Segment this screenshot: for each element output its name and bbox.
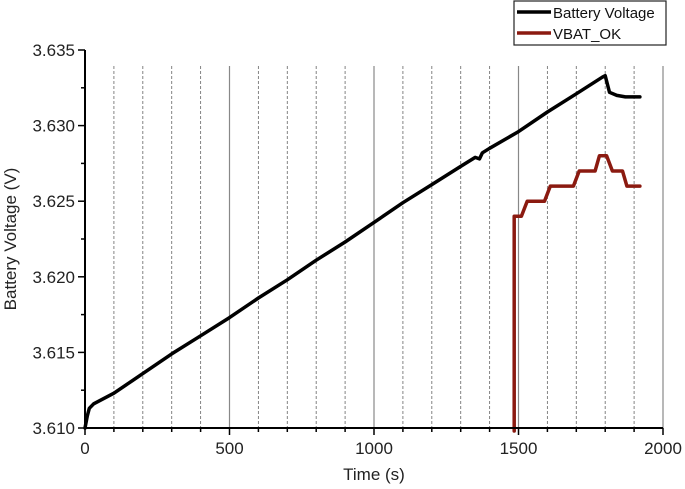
grid-lines (113, 66, 664, 428)
x-tick-label: 1500 (500, 439, 538, 458)
y-tick-label: 3.615 (32, 343, 75, 362)
y-tick-label: 3.610 (32, 419, 75, 438)
y-axis-ticks: 3.610 3.615 3.620 3.625 3.630 3.635 (32, 41, 85, 438)
axes: 0 500 1000 1500 2000 3.6103.6153.6203.6253.6… (32, 41, 681, 458)
data-series (83, 73, 642, 433)
legend: Battery Voltage VBAT_OK (513, 0, 667, 46)
x-axis-ticks: 0 500 1000 1500 2000 (80, 428, 682, 458)
y-tick-label: 3.620 (32, 268, 75, 287)
x-tick-label: 1000 (355, 439, 393, 458)
series-line-battery-voltage (83, 73, 642, 430)
x-axis-title: Time (s) (343, 465, 405, 484)
x-tick-label: 2000 (644, 439, 682, 458)
legend-label-battery-voltage: Battery Voltage (553, 5, 655, 22)
y-axis-title: Battery Voltage (V) (1, 168, 20, 311)
legend-box (513, 0, 667, 46)
legend-label-vbat-ok: VBAT_OK (553, 26, 621, 43)
x-tick-label: 500 (215, 439, 243, 458)
y-tick-label: 3.630 (32, 117, 75, 136)
series-line-vbat-ok (512, 154, 642, 433)
y-tick-label: 3.625 (32, 192, 75, 211)
y-tick-label: 3.635 (32, 41, 75, 60)
x-tick-label: 0 (80, 439, 89, 458)
